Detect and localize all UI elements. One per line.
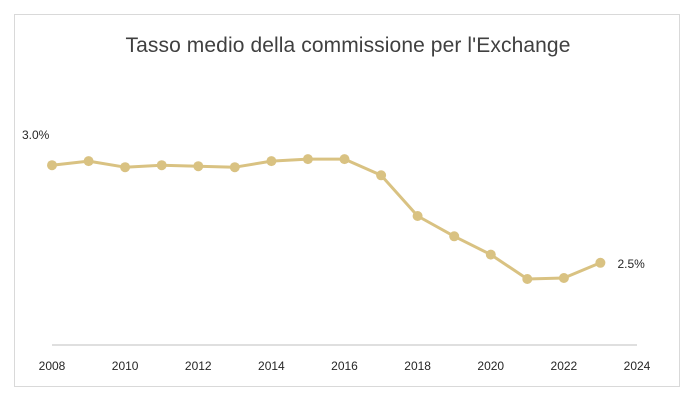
data-point: [449, 231, 460, 242]
data-point: [229, 162, 240, 173]
data-point: [522, 274, 533, 284]
x-tick-label: 2014: [258, 359, 285, 373]
data-point: [412, 211, 423, 221]
chart-title: Tasso medio della commissione per l'Exch…: [125, 34, 571, 57]
data-points: [47, 154, 606, 284]
data-point: [302, 154, 313, 165]
x-tick-label: 2008: [39, 359, 66, 373]
data-label: 2.5%: [617, 257, 645, 271]
x-tick-label: 2016: [331, 359, 358, 373]
data-point: [558, 273, 569, 283]
x-tick-label: 2024: [624, 359, 651, 373]
data-point: [156, 160, 167, 171]
data-label: 3.0%: [22, 128, 50, 142]
x-tick-labels: 2008 2010 2012 2014 2016 2018 2020 2022 2024: [39, 359, 651, 373]
x-tick-label: 2010: [112, 359, 139, 373]
data-point: [266, 156, 277, 167]
data-point: [83, 156, 94, 167]
x-tick-label: 2018: [404, 359, 431, 373]
data-point: [47, 160, 57, 171]
data-point: [120, 162, 131, 173]
x-tick-label: 2020: [477, 359, 504, 373]
chart-frame: [14, 14, 680, 387]
series-line: [51, 157, 601, 281]
data-point: [485, 249, 496, 260]
data-point: [193, 161, 204, 172]
data-point: [376, 170, 387, 181]
x-tick-label: 2012: [185, 359, 212, 373]
data-point: [595, 257, 606, 268]
data-point: [339, 154, 350, 165]
data-labels: 3.0% 2.5%: [22, 128, 645, 271]
x-tick-label: 2022: [551, 359, 578, 373]
